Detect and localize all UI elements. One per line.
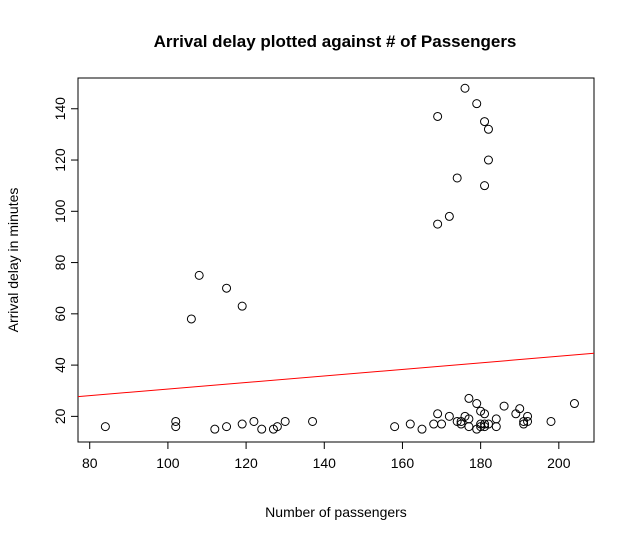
- chart-title: Arrival delay plotted against # of Passe…: [154, 32, 517, 51]
- data-point: [237, 419, 247, 429]
- x-tick-label: 200: [547, 455, 571, 471]
- data-point: [417, 424, 427, 434]
- data-point: [480, 181, 490, 191]
- data-point: [523, 411, 533, 421]
- data-point: [171, 416, 181, 426]
- data-point: [480, 409, 490, 419]
- data-point: [472, 99, 482, 109]
- data-point: [405, 419, 415, 429]
- data-point: [515, 404, 525, 414]
- regression-line-group: [77, 352, 595, 398]
- y-tick-label: 40: [52, 357, 68, 373]
- data-point: [433, 409, 443, 419]
- data-point: [546, 416, 556, 426]
- data-point: [480, 117, 490, 127]
- data-point: [222, 283, 232, 293]
- x-tick-label: 80: [82, 455, 98, 471]
- data-point: [483, 155, 493, 165]
- data-point: [280, 416, 290, 426]
- data-point: [210, 424, 220, 434]
- data-point: [433, 111, 443, 121]
- data-point: [437, 419, 447, 429]
- y-axis-label: Arrival delay in minutes: [5, 188, 21, 333]
- y-axis: 20 40 60 80 100 120 140: [52, 97, 79, 424]
- data-point: [433, 219, 443, 229]
- data-point: [186, 314, 196, 324]
- y-tick-label: 60: [52, 306, 68, 322]
- data-point: [100, 422, 110, 432]
- data-point: [480, 419, 490, 429]
- data-point: [171, 422, 181, 432]
- data-point: [569, 399, 579, 409]
- data-point: [456, 419, 466, 429]
- data-point: [491, 414, 501, 424]
- data-point: [429, 419, 439, 429]
- x-axis-label: Number of passengers: [265, 504, 407, 520]
- data-point: [272, 422, 282, 432]
- data-point: [483, 124, 493, 134]
- data-point: [308, 416, 318, 426]
- y-tick-label: 140: [52, 97, 68, 121]
- x-tick-label: 140: [313, 455, 337, 471]
- data-point: [464, 422, 474, 432]
- data-point: [257, 424, 267, 434]
- data-point: [444, 411, 454, 421]
- data-point: [222, 422, 232, 432]
- y-tick-label: 80: [52, 255, 68, 271]
- data-point: [194, 270, 204, 280]
- y-tick-label: 120: [52, 148, 68, 172]
- data-point: [499, 401, 509, 411]
- data-point: [472, 399, 482, 409]
- data-point: [390, 422, 400, 432]
- x-tick-label: 100: [156, 455, 180, 471]
- data-point: [237, 301, 247, 311]
- y-tick-label: 100: [52, 199, 68, 223]
- data-point: [491, 422, 501, 432]
- regression-line: [77, 352, 595, 398]
- data-point: [444, 211, 454, 221]
- data-point: [523, 416, 533, 426]
- plot-frame: [77, 77, 595, 443]
- x-axis: 80 100 120 140 160 180 200: [82, 441, 571, 471]
- y-tick-label: 20: [52, 408, 68, 424]
- data-point: [452, 173, 462, 183]
- data-point: [464, 393, 474, 403]
- data-point: [511, 409, 521, 419]
- x-tick-label: 160: [391, 455, 415, 471]
- data-point: [249, 416, 259, 426]
- x-tick-label: 180: [469, 455, 493, 471]
- data-point: [483, 419, 493, 429]
- data-point: [460, 83, 470, 93]
- x-tick-label: 120: [234, 455, 258, 471]
- data-points: [100, 83, 579, 434]
